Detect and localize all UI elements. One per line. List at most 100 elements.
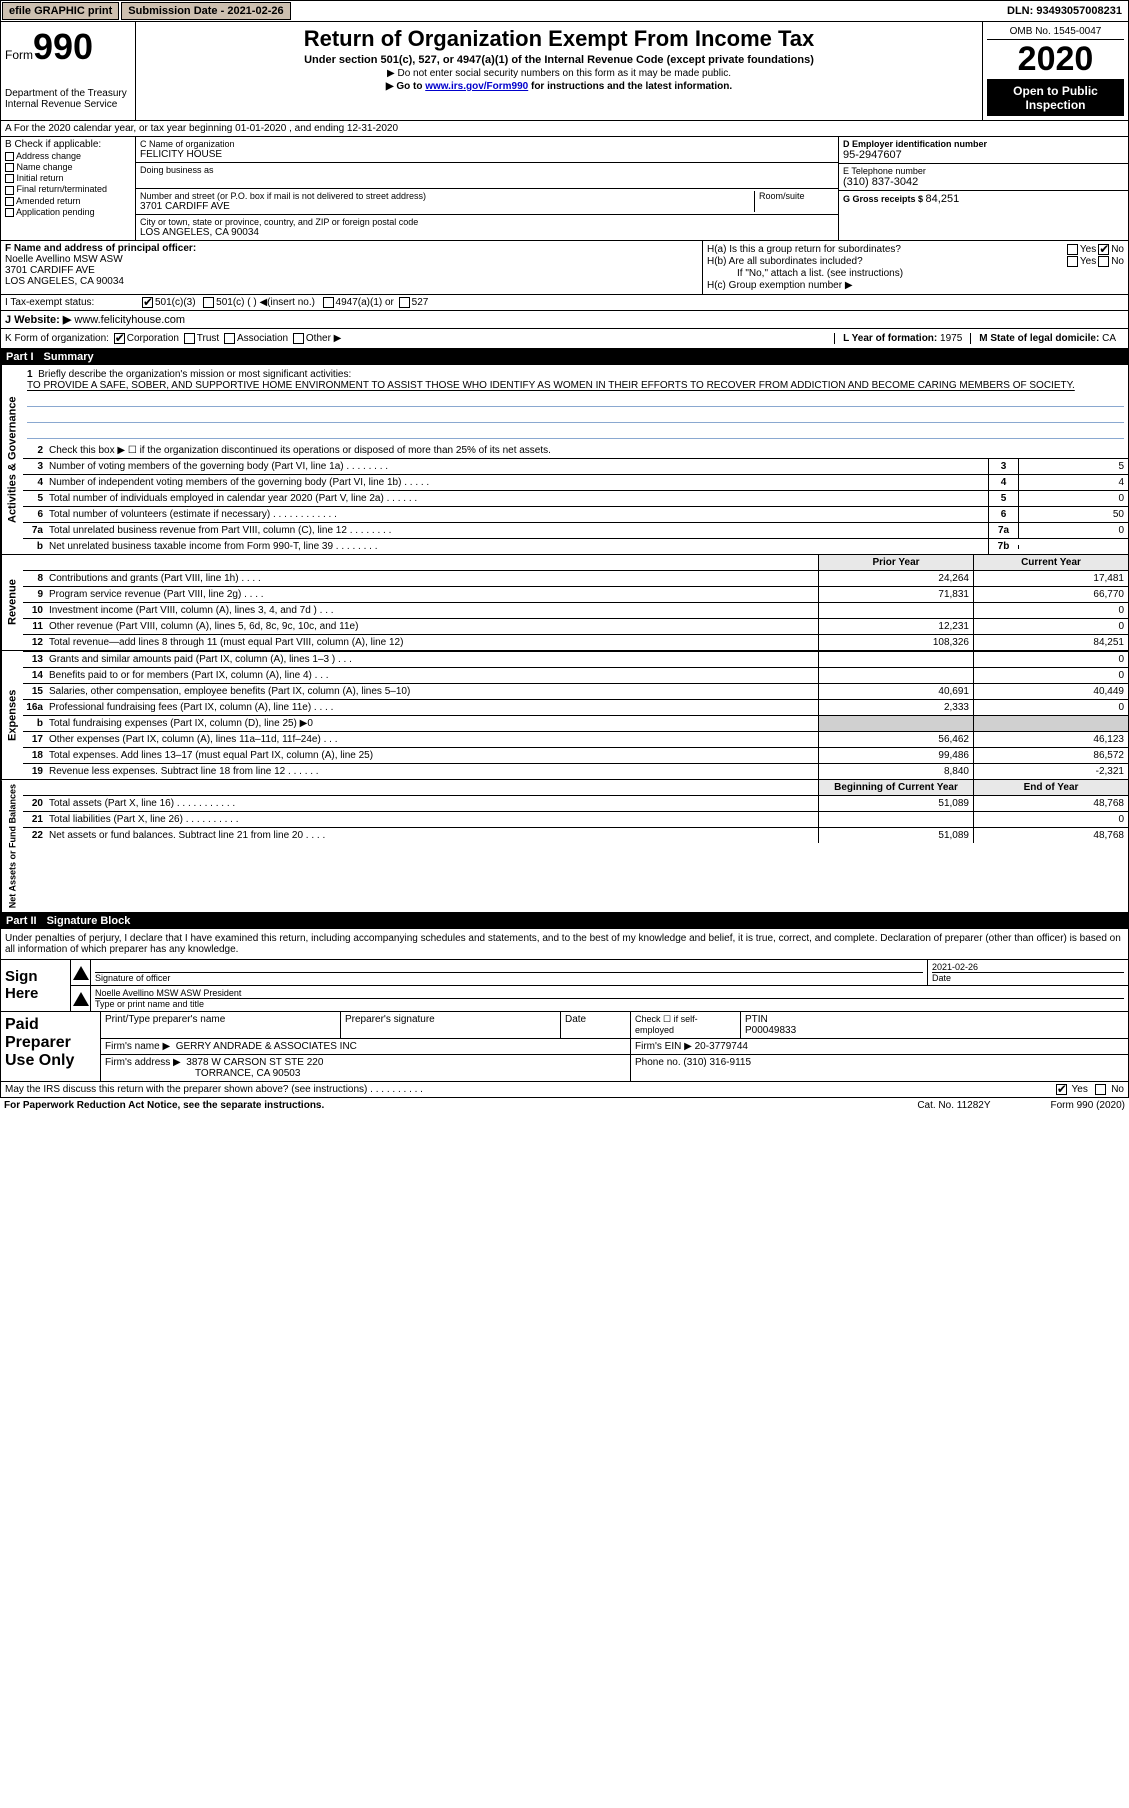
- city-label: City or town, state or province, country…: [140, 217, 834, 227]
- side-governance: Activities & Governance: [1, 365, 23, 554]
- section-bcd: B Check if applicable: Address change Na…: [0, 137, 1129, 241]
- tax-label: I Tax-exempt status:: [5, 297, 140, 308]
- table-row: 14Benefits paid to or for members (Part …: [23, 667, 1128, 683]
- hb-no[interactable]: [1098, 256, 1109, 267]
- year-formation: 1975: [940, 333, 962, 344]
- row-a: A For the 2020 calendar year, or tax yea…: [0, 121, 1129, 137]
- table-row: 5Total number of individuals employed in…: [23, 490, 1128, 506]
- irs-discuss-text: May the IRS discuss this return with the…: [5, 1084, 423, 1095]
- form-number: 990: [33, 26, 93, 68]
- city-value: LOS ANGELES, CA 90034: [140, 227, 834, 238]
- dept-treasury: Department of the Treasury: [5, 88, 131, 99]
- footer: For Paperwork Reduction Act Notice, see …: [0, 1098, 1129, 1113]
- cb-trust[interactable]: [184, 333, 195, 344]
- penalty-text: Under penalties of perjury, I declare th…: [0, 929, 1129, 960]
- gross-label: G Gross receipts $: [843, 194, 926, 204]
- cb-other[interactable]: [293, 333, 304, 344]
- cb-address-change[interactable]: [5, 152, 14, 161]
- ptin-value: P00049833: [745, 1025, 1124, 1036]
- ha-no[interactable]: [1098, 244, 1109, 255]
- paperwork-notice: For Paperwork Reduction Act Notice, see …: [4, 1100, 324, 1111]
- website-label: J Website: ▶: [5, 314, 71, 326]
- sign-here-label: Sign Here: [1, 960, 71, 1011]
- cb-501c[interactable]: [203, 297, 214, 308]
- paid-preparer-block: Paid Preparer Use Only Print/Type prepar…: [0, 1012, 1129, 1082]
- table-row: 16aProfessional fundraising fees (Part I…: [23, 699, 1128, 715]
- sig-arrow-icon: [73, 966, 89, 980]
- hb-label: H(b) Are all subordinates included?: [707, 256, 1065, 267]
- cb-assoc[interactable]: [224, 333, 235, 344]
- sig-name-value: Noelle Avellino MSW ASW President: [95, 988, 1124, 998]
- cb-527[interactable]: [399, 297, 410, 308]
- hb-note: If "No," attach a list. (see instruction…: [737, 268, 903, 279]
- table-row: 7aTotal unrelated business revenue from …: [23, 522, 1128, 538]
- k-label: K Form of organization:: [5, 333, 109, 344]
- ein-label: D Employer identification number: [843, 139, 1124, 149]
- cb-501c3[interactable]: [142, 297, 153, 308]
- table-row: 13Grants and similar amounts paid (Part …: [23, 651, 1128, 667]
- inspection-label: Open to Public Inspection: [987, 80, 1124, 116]
- sig-date-value: 2021-02-26: [932, 962, 1124, 972]
- officer-addr1: 3701 CARDIFF AVE: [5, 265, 698, 276]
- org-name-label: C Name of organization: [140, 139, 834, 149]
- side-expenses: Expenses: [1, 651, 23, 779]
- omb-number: OMB No. 1545-0047: [987, 26, 1124, 40]
- website-row: J Website: ▶ www.felicityhouse.com: [0, 311, 1129, 329]
- hb-yes[interactable]: [1067, 256, 1078, 267]
- dln-label: DLN: 93493057008231: [1001, 3, 1128, 19]
- side-netassets: Net Assets or Fund Balances: [1, 780, 23, 912]
- table-row: 21Total liabilities (Part X, line 26) . …: [23, 811, 1128, 827]
- sig-arrow-icon-2: [73, 992, 89, 1006]
- revenue-section: Revenue Prior Year Current Year 8Contrib…: [0, 555, 1129, 651]
- officer-addr2: LOS ANGELES, CA 90034: [5, 276, 698, 287]
- tax-exempt-row: I Tax-exempt status: 501(c)(3) 501(c) ( …: [0, 295, 1129, 311]
- irs-yes[interactable]: [1056, 1084, 1067, 1095]
- sig-name-label: Type or print name and title: [95, 998, 1124, 1009]
- cb-name-change[interactable]: [5, 163, 14, 172]
- table-row: 15Salaries, other compensation, employee…: [23, 683, 1128, 699]
- cb-pending[interactable]: [5, 208, 14, 217]
- prior-year-header: Prior Year: [818, 555, 973, 570]
- table-row: 19Revenue less expenses. Subtract line 1…: [23, 763, 1128, 779]
- table-row: 9Program service revenue (Part VIII, lin…: [23, 586, 1128, 602]
- form-title: Return of Organization Exempt From Incom…: [140, 26, 978, 52]
- side-revenue: Revenue: [1, 555, 23, 650]
- cb-corp[interactable]: [114, 333, 125, 344]
- tel-label: E Telephone number: [843, 166, 1124, 176]
- addr-value: 3701 CARDIFF AVE: [140, 201, 754, 212]
- current-year-header: Current Year: [973, 555, 1128, 570]
- phone-label: Phone no.: [635, 1057, 683, 1068]
- irs-link[interactable]: www.irs.gov/Form990: [425, 81, 528, 92]
- room-label: Room/suite: [759, 191, 834, 201]
- form-label: Form: [5, 48, 33, 62]
- efile-button[interactable]: efile GRAPHIC print: [2, 2, 119, 20]
- cb-4947[interactable]: [323, 297, 334, 308]
- net-assets-section: Net Assets or Fund Balances Beginning of…: [0, 780, 1129, 913]
- begin-year-header: Beginning of Current Year: [818, 780, 973, 795]
- cb-initial-return[interactable]: [5, 174, 14, 183]
- topbar: efile GRAPHIC print Submission Date - 20…: [0, 0, 1129, 22]
- state-domicile: CA: [1102, 333, 1116, 344]
- submission-date-button[interactable]: Submission Date - 2021-02-26: [121, 2, 290, 20]
- subtitle-1: Under section 501(c), 527, or 4947(a)(1)…: [140, 54, 978, 66]
- prep-date-header: Date: [561, 1012, 631, 1038]
- gross-value: 84,251: [926, 193, 960, 205]
- k-row: K Form of organization: Corporation Trus…: [0, 329, 1129, 349]
- f-label: F Name and address of principal officer:: [5, 243, 698, 254]
- irs-discuss-row: May the IRS discuss this return with the…: [0, 1082, 1129, 1098]
- cb-final-return[interactable]: [5, 186, 14, 195]
- table-row: bTotal fundraising expenses (Part IX, co…: [23, 715, 1128, 731]
- table-row: 12Total revenue—add lines 8 through 11 (…: [23, 634, 1128, 650]
- table-row: 6Total number of volunteers (estimate if…: [23, 506, 1128, 522]
- tax-year: 2020: [987, 40, 1124, 80]
- table-row: 8Contributions and grants (Part VIII, li…: [23, 570, 1128, 586]
- part2-header: Part II Signature Block: [0, 913, 1129, 929]
- line2-text: Check this box ▶ ☐ if the organization d…: [49, 443, 1128, 458]
- tel-value: (310) 837-3042: [843, 176, 1124, 188]
- dba-label: Doing business as: [140, 165, 834, 175]
- irs-no[interactable]: [1095, 1084, 1106, 1095]
- prep-sig-header: Preparer's signature: [341, 1012, 561, 1038]
- ha-yes[interactable]: [1067, 244, 1078, 255]
- firm-addr-label: Firm's address ▶: [105, 1057, 181, 1068]
- cb-amended[interactable]: [5, 197, 14, 206]
